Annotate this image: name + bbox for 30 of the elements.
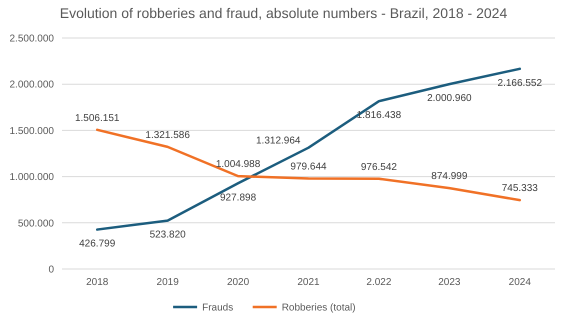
chart-title: Evolution of robberies and fraud, absolute numbers - Brazil, 2018 - 2024 (60, 5, 508, 21)
x-tick-label: 2.022 (366, 277, 392, 288)
data-label: 2.000.960 (427, 93, 472, 104)
x-tick-label: 2021 (297, 277, 320, 288)
y-tick-label: 1.500.000 (10, 126, 54, 137)
x-tick-label: 2024 (508, 277, 532, 288)
y-tick-label: 0 (48, 264, 54, 276)
data-label: 426.799 (79, 238, 116, 250)
data-label: 1.321.586 (145, 130, 190, 141)
x-tick-label: 2020 (226, 277, 250, 288)
data-label: 1.506.151 (74, 112, 120, 124)
data-label: 976.542 (360, 162, 398, 173)
data-label: 523.820 (150, 230, 186, 241)
data-label: 1.312.964 (256, 136, 301, 147)
data-label: 745.333 (502, 183, 538, 194)
data-label: 927.898 (220, 192, 257, 204)
x-tick-label: 2019 (156, 277, 180, 288)
x-tick-label: 2018 (86, 277, 109, 288)
x-tick-label: 2023 (438, 277, 461, 288)
data-label: 874.999 (431, 171, 468, 182)
y-tick-label: 2.000.000 (10, 80, 54, 91)
legend-label: Frauds (202, 302, 234, 314)
data-label: 1.004.988 (216, 159, 261, 170)
y-tick-label: 2.500.000 (10, 34, 54, 44)
legend-label: Robberies (total) (282, 302, 356, 314)
y-tick-label: 1.000.000 (10, 172, 54, 184)
data-label: 979.644 (290, 161, 328, 172)
data-label: 1.816.438 (356, 110, 402, 122)
data-label: 2.166.552 (498, 78, 542, 89)
y-tick-label: 500.000 (18, 218, 54, 230)
